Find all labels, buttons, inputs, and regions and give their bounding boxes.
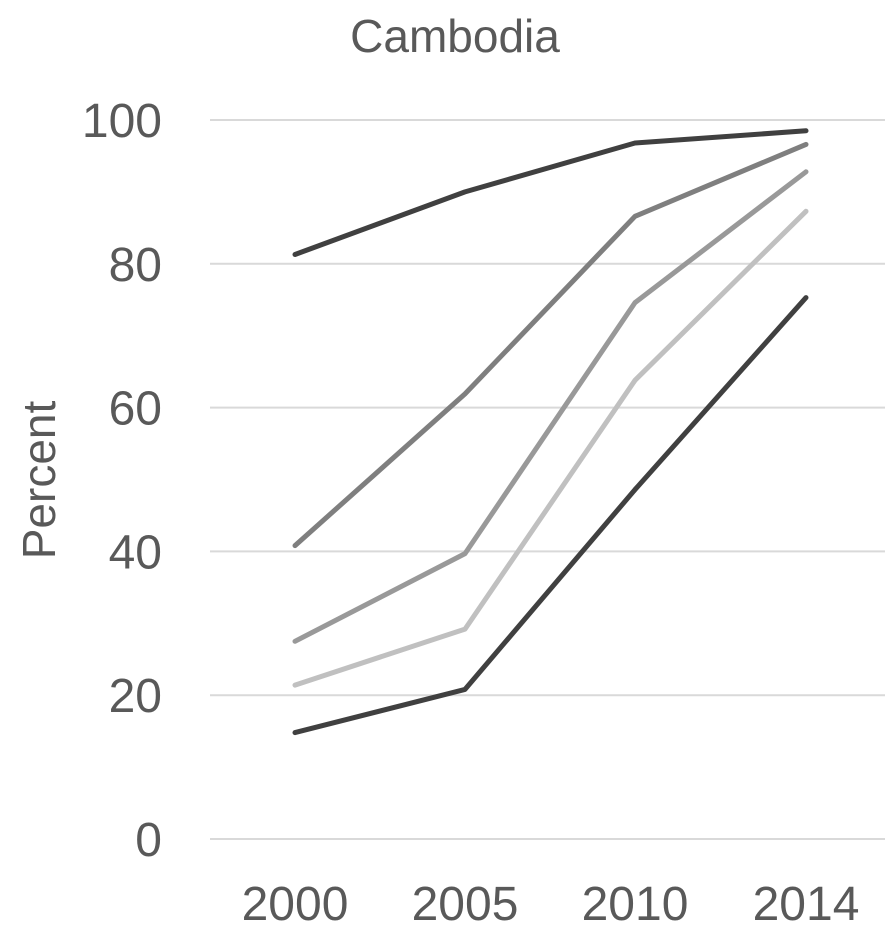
series-lines — [292, 128, 809, 736]
series-line-3 — [292, 169, 809, 644]
y-tick-label: 0 — [135, 814, 162, 867]
x-tick-label: 2010 — [582, 878, 689, 926]
y-axis-label: Percent — [13, 401, 65, 560]
x-tick-label: 2014 — [753, 878, 860, 926]
x-tick-label: 2000 — [242, 878, 349, 926]
chart-title: Cambodia — [350, 10, 560, 62]
y-tick-label: 80 — [109, 239, 162, 292]
series-line-2 — [292, 141, 809, 549]
y-tick-label: 40 — [109, 526, 162, 579]
y-tick-labels: 0 20 40 60 80 100 — [82, 95, 162, 867]
y-tick-label: 100 — [82, 95, 162, 148]
x-tick-label: 2005 — [412, 878, 519, 926]
y-tick-label: 60 — [109, 383, 162, 436]
series-line-5 — [292, 295, 809, 736]
gridlines — [210, 119, 885, 840]
x-tick-labels: 2000 2005 2010 2014 — [242, 878, 860, 926]
series-line-1 — [292, 128, 809, 257]
series-line-4 — [292, 208, 809, 688]
y-tick-label: 20 — [109, 670, 162, 723]
